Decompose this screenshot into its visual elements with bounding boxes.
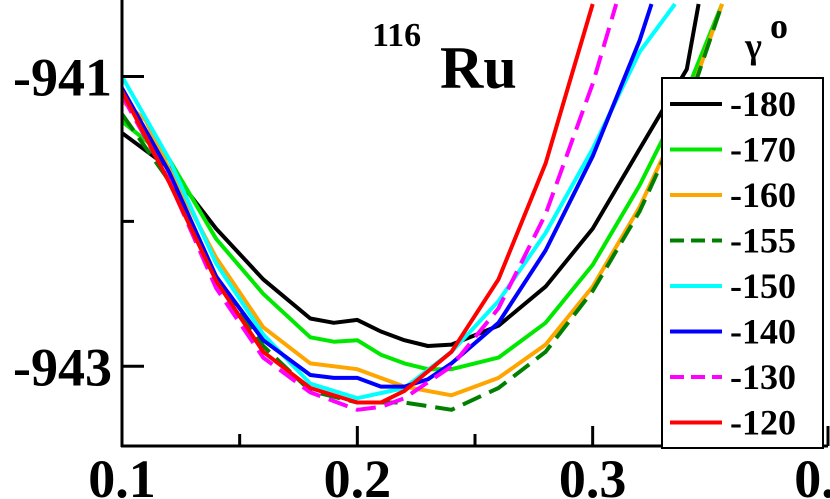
x-tick-label: 0.1 <box>88 449 156 499</box>
legend-label: -150 <box>730 266 796 306</box>
legend-title-superscript: o <box>770 6 788 46</box>
legend-label: -180 <box>730 84 796 124</box>
legend-label: -170 <box>730 130 796 170</box>
annotation-element: Ru <box>440 35 517 101</box>
x-tick-label: 0.2 <box>324 449 392 499</box>
legend-box <box>661 77 824 449</box>
x-tick-label: 0.4 <box>794 449 830 499</box>
series-layer <box>122 2 724 412</box>
legend-label: -160 <box>730 175 796 215</box>
annotation: 116 Ru <box>372 17 517 101</box>
legend-title: γ <box>744 26 762 66</box>
legend-label: -130 <box>730 357 796 397</box>
y-tick-label: -941 <box>13 47 112 107</box>
series-line-minus-170 <box>122 3 724 372</box>
series-line-minus-120 <box>122 3 595 405</box>
legend-label: -140 <box>730 312 796 352</box>
annotation-mass-number: 116 <box>372 17 421 54</box>
series-line-minus-180 <box>122 3 701 348</box>
series-line-minus-140 <box>122 3 654 389</box>
legend-label: -120 <box>730 403 796 443</box>
series-line-minus-130 <box>122 3 619 412</box>
legend-label: -155 <box>730 221 796 261</box>
y-tick-label: -943 <box>13 337 112 397</box>
x-tick-label: 0.3 <box>559 449 627 499</box>
legend: γ o -180 -170 -160 -155 -150 -140 -130 -120 <box>661 6 824 449</box>
